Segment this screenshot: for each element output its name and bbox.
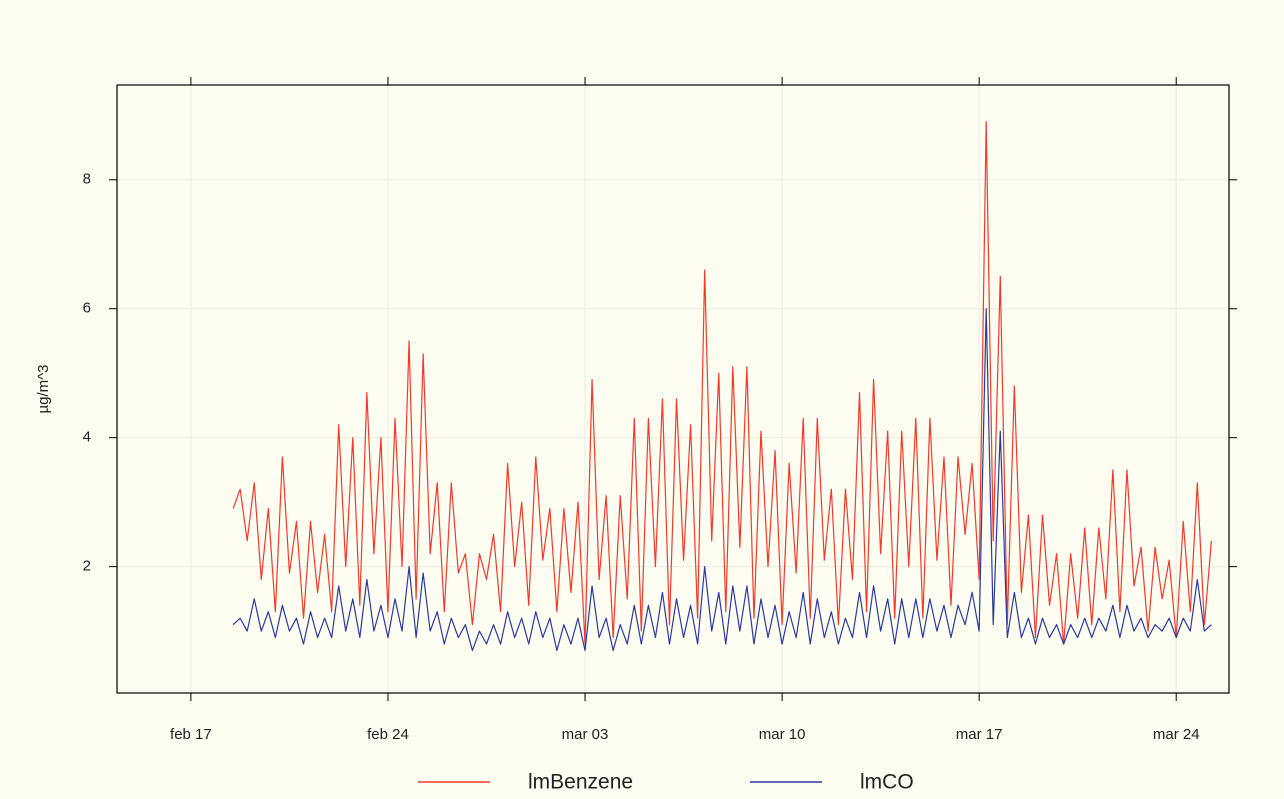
y-tick-label: 2 bbox=[83, 558, 91, 575]
x-tick-label: feb 17 bbox=[170, 726, 212, 743]
plot-frame bbox=[116, 84, 1230, 694]
x-tick-label: mar 03 bbox=[562, 726, 609, 743]
x-tick-label: mar 24 bbox=[1153, 726, 1200, 743]
y-tick-label: 6 bbox=[83, 300, 91, 317]
series-line bbox=[232, 308, 1212, 652]
x-tick-label: feb 24 bbox=[367, 726, 409, 743]
y-tick-label: 4 bbox=[83, 429, 91, 446]
y-axis-label: µg/m^3 bbox=[35, 364, 52, 413]
x-tick-label: mar 17 bbox=[956, 726, 1003, 743]
series-line bbox=[232, 121, 1213, 645]
legend-label: lmCO bbox=[860, 771, 914, 794]
x-tick-label: mar 10 bbox=[759, 726, 806, 743]
legend-label: lmBenzene bbox=[528, 771, 633, 794]
y-tick-label: 8 bbox=[83, 171, 91, 188]
